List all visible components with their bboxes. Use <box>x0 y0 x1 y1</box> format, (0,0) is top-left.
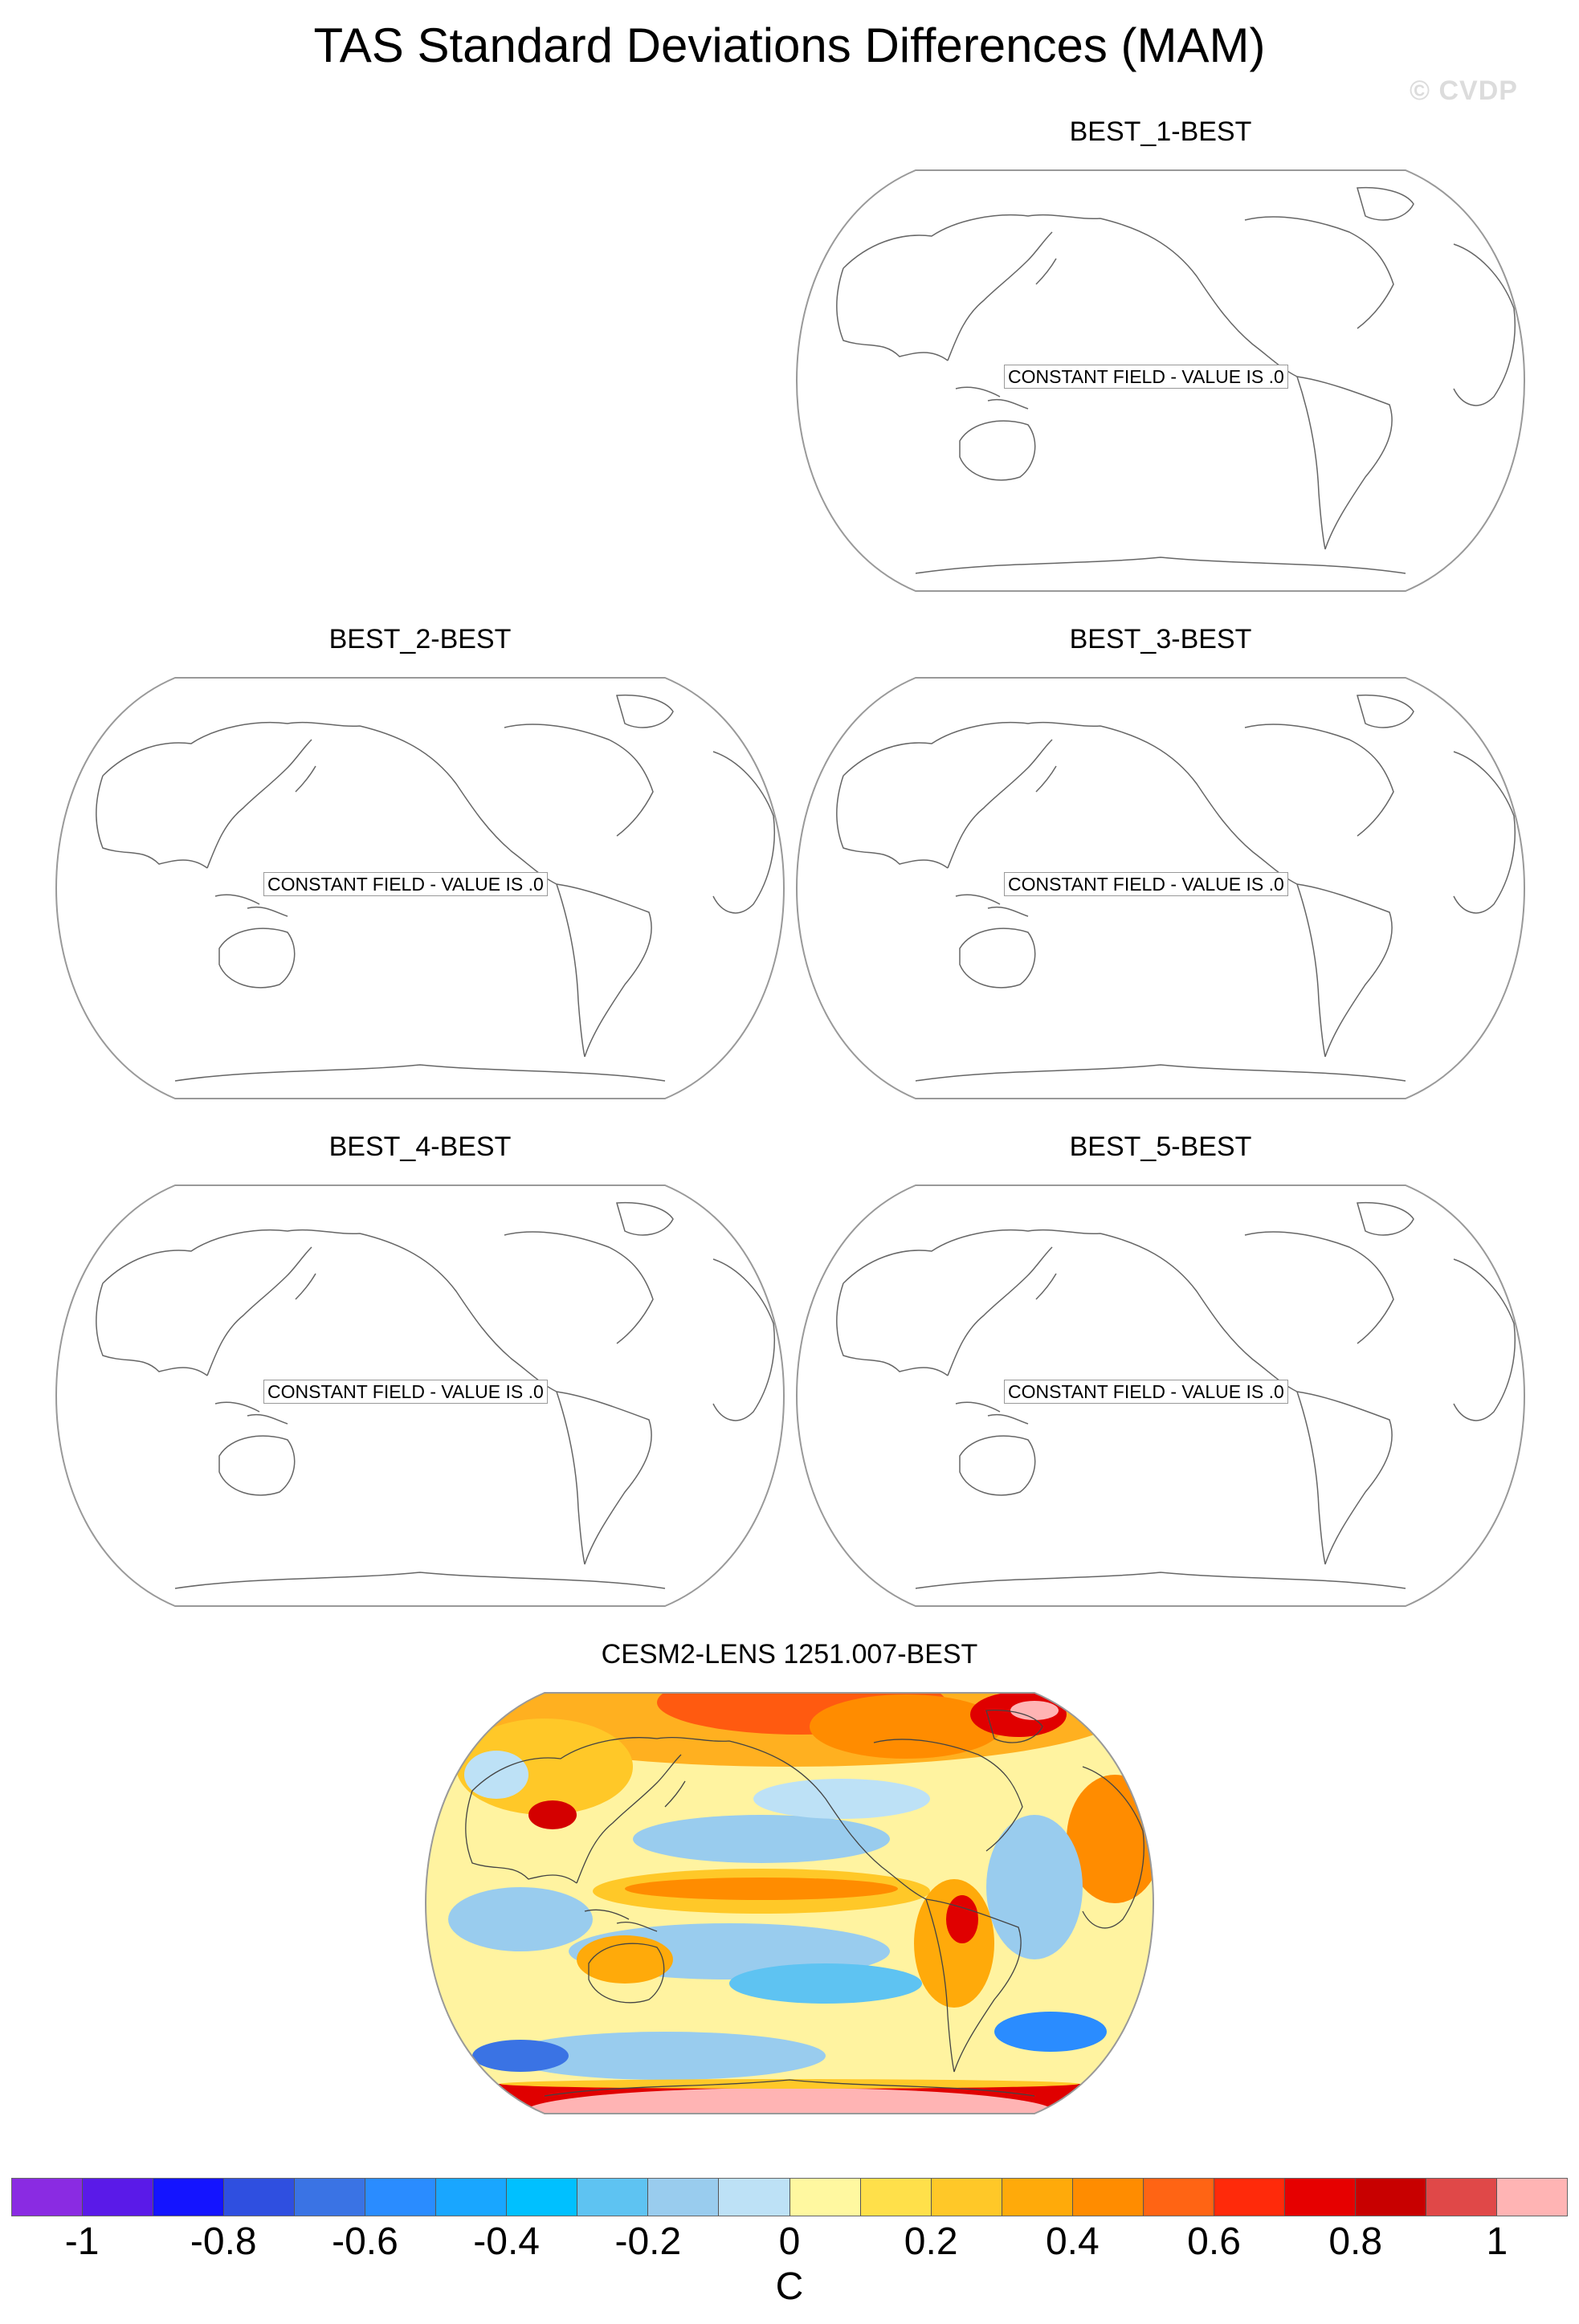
colorbar-tick-label: 0.2 <box>904 2220 958 2263</box>
constant-field-label: CONSTANT FIELD - VALUE IS .0 <box>263 1380 548 1404</box>
colorbar-tick-label: -0.2 <box>614 2220 682 2263</box>
coastline <box>465 1710 1144 2097</box>
map-outline <box>424 1692 1155 2114</box>
colorbar-box-8 <box>577 2179 649 2216</box>
colorbar-tick-label: 0.4 <box>1045 2220 1100 2263</box>
colorbar-box-7 <box>507 2179 578 2216</box>
coastline <box>96 694 776 1082</box>
panel-title: BEST_4-BEST <box>328 1131 512 1162</box>
colorbar-box-4 <box>295 2179 366 2216</box>
panel-best-5: BEST_5-BEST CONSTANT FIELD - VALUE IS .0 <box>795 1131 1526 1621</box>
colorbar-tick-label: 1 <box>1486 2220 1508 2263</box>
colorbar-box-21 <box>1496 2179 1568 2216</box>
figure-title: TAS Standard Deviations Differences (MAM… <box>313 18 1266 72</box>
colorbar-box-13 <box>931 2179 1002 2216</box>
colorbar-box-18 <box>1284 2179 1356 2216</box>
panel-title: BEST_1-BEST <box>1069 116 1252 147</box>
colorbar-box-9 <box>648 2179 720 2216</box>
constant-field-label: CONSTANT FIELD - VALUE IS .0 <box>263 872 548 896</box>
constant-field-label: CONSTANT FIELD - VALUE IS .0 <box>1004 365 1288 389</box>
world-map-filled <box>424 1692 1155 2114</box>
panel-best-1: BEST_1-BEST CONSTANT FIELD - VALUE IS .0 <box>795 116 1526 605</box>
panel-best-2: BEST_2-BEST CONSTANT FIELD - VALUE IS .0 <box>55 623 785 1113</box>
panel-title: BEST_2-BEST <box>328 624 512 654</box>
colorbar-tick-label: 0.6 <box>1187 2220 1241 2263</box>
colorbar-box-1 <box>83 2179 154 2216</box>
colorbar-box-15 <box>1072 2179 1144 2216</box>
colorbar-box-19 <box>1355 2179 1426 2216</box>
coastline <box>96 1201 776 1589</box>
constant-field-label: CONSTANT FIELD - VALUE IS .0 <box>1004 872 1288 896</box>
colorbar-tick-label: 0.8 <box>1328 2220 1383 2263</box>
colorbar-box-14 <box>1002 2179 1073 2216</box>
colorbar-tick-label: -0.8 <box>190 2220 257 2263</box>
coastline <box>836 186 1516 574</box>
colorbar-tick-label: 0 <box>778 2220 801 2263</box>
coastline <box>836 1201 1516 1589</box>
colorbar-box-17 <box>1214 2179 1285 2216</box>
colorbar-units: C <box>775 2265 804 2308</box>
coastline <box>836 694 1516 1082</box>
colorbar <box>11 2178 1568 2216</box>
colorbar-tick-label: -0.6 <box>332 2220 398 2263</box>
panel-title: CESM2-LENS 1251.007-BEST <box>601 1639 978 1670</box>
colorbar-box-3 <box>224 2179 296 2216</box>
colorbar-box-0 <box>12 2179 84 2216</box>
anomaly-field <box>426 1693 1153 2114</box>
colorbar-box-16 <box>1143 2179 1214 2216</box>
colorbar-box-6 <box>436 2179 508 2216</box>
panel-best-3: BEST_3-BEST CONSTANT FIELD - VALUE IS .0 <box>795 623 1526 1113</box>
colorbar-box-12 <box>860 2179 932 2216</box>
colorbar-box-10 <box>719 2179 790 2216</box>
colorbar-box-2 <box>153 2179 225 2216</box>
panel-best-4: BEST_4-BEST CONSTANT FIELD - VALUE IS .0 <box>55 1131 785 1621</box>
constant-field-label: CONSTANT FIELD - VALUE IS .0 <box>1004 1380 1288 1404</box>
colorbar-tick-label: -1 <box>64 2220 100 2263</box>
colorbar-tick-label: -0.4 <box>473 2220 540 2263</box>
panel-title: BEST_5-BEST <box>1069 1131 1252 1162</box>
colorbar-box-5 <box>365 2179 437 2216</box>
panel-title: BEST_3-BEST <box>1069 624 1252 654</box>
colorbar-box-20 <box>1426 2179 1497 2216</box>
panel-cesm2-lens: CESM2-LENS 1251.007-BEST <box>424 1638 1155 2128</box>
colorbar-box-11 <box>790 2179 861 2216</box>
cvdp-watermark: © CVDP <box>1410 75 1518 106</box>
